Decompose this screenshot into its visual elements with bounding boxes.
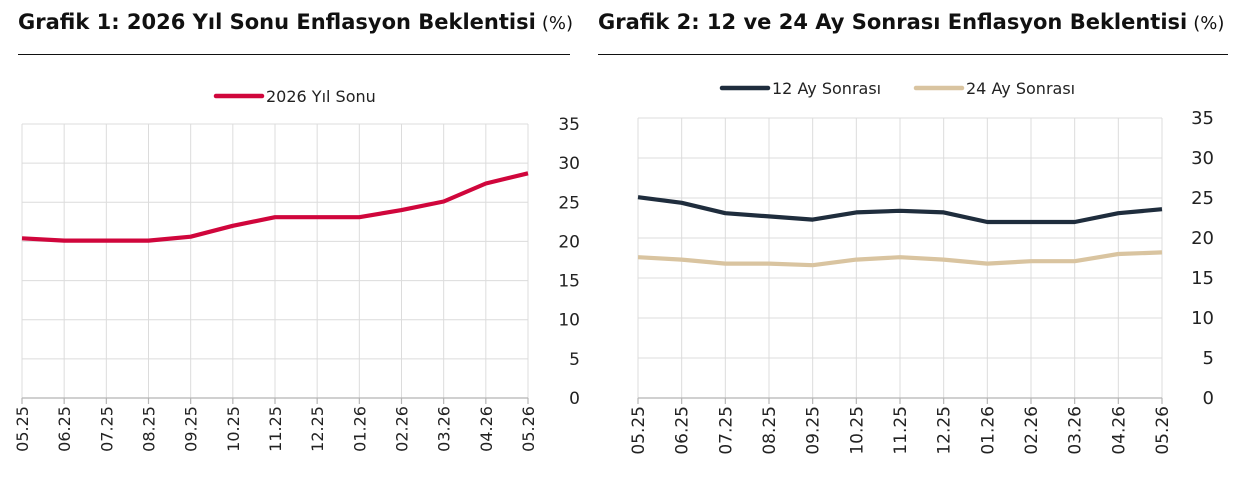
chart-1-x-tick-label: 12.25 — [308, 406, 327, 452]
chart-2-series-1-points — [637, 197, 1163, 223]
chart-2-x-tick-label: 10.25 — [847, 406, 867, 455]
chart-1-x-tick-label: 10.25 — [224, 406, 243, 452]
chart-1-x-tick-label: 05.25 — [13, 406, 32, 452]
chart-2-x-tick-label: 02.26 — [1022, 406, 1042, 455]
chart-1-series-1-legend-label: 2026 Yıl Sonu — [266, 87, 376, 106]
chart-2-y-tick-label: 0 — [1203, 388, 1214, 409]
chart-1-y-tick-label: 10 — [558, 311, 580, 331]
chart-1-y-tick-label: 30 — [558, 154, 580, 174]
chart-2-x-tick-label: 01.26 — [978, 406, 998, 455]
chart-1-vertical-gridlines — [21, 124, 529, 398]
chart-1-title: Grafik 1: 2026 Yıl Sonu Enflasyon Beklen… — [18, 10, 573, 38]
chart-1-y-tick-label: 25 — [558, 193, 580, 213]
chart-1-x-tick-label: 06.25 — [55, 406, 74, 452]
chart-2-x-tick-label: 05.26 — [1153, 406, 1173, 455]
chart-2-x-tick-label: 12.25 — [935, 406, 955, 455]
chart-2-x-tick-label: 05.25 — [629, 406, 649, 455]
chart-1-x-tick-labels: 05.25 06.25 07.25 08.25 09.25 10.25 11.25 12.25… — [13, 406, 538, 452]
chart-2-y-tick-label: 10 — [1191, 308, 1214, 329]
chart-2-x-tick-label: 04.26 — [1109, 406, 1129, 455]
chart-1-x-tick-label: 09.25 — [182, 406, 201, 452]
chart-2-y-tick-label: 15 — [1191, 268, 1214, 289]
chart-2-y-tick-label: 35 — [1191, 108, 1214, 129]
chart-2-y-tick-label: 25 — [1191, 188, 1214, 209]
chart-1-y-tick-label: 20 — [558, 232, 580, 252]
chart-2-x-tick-label: 09.25 — [804, 406, 824, 455]
chart-1-title-rule — [18, 54, 570, 55]
chart-1-title-text: Grafik 1: 2026 Yıl Sonu Enflasyon Beklen… — [18, 10, 536, 34]
chart-2-y-tick-label: 20 — [1191, 228, 1214, 249]
chart-2-series-2-legend-label: 24 Ay Sonrası — [966, 79, 1075, 98]
chart-1-x-tick-label: 02.26 — [393, 406, 412, 452]
chart-1-y-tick-label: 5 — [569, 350, 580, 370]
chart-1-x-tick-label: 11.25 — [266, 406, 285, 452]
chart-2-series-2-points — [637, 252, 1163, 266]
chart-2-x-tick-label: 07.25 — [716, 406, 736, 455]
chart-1-x-tick-label: 05.26 — [519, 406, 538, 452]
chart-2-x-tick-marks — [637, 398, 1163, 404]
chart-2-y-tick-label: 5 — [1203, 348, 1214, 369]
chart-2-y-tick-labels: 0 5 10 15 20 25 30 35 — [1191, 108, 1214, 409]
chart-2-title-rule — [598, 54, 1228, 55]
chart-1-series-1-points — [21, 173, 529, 241]
chart-1-y-tick-label: 0 — [569, 389, 580, 409]
chart-1-series-1-legend: 2026 Yıl Sonu — [213, 87, 376, 106]
chart-1-y-tick-label: 15 — [558, 272, 580, 292]
chart-1-y-tick-label: 35 — [558, 115, 580, 135]
chart-2-title: Grafik 2: 12 ve 24 Ay Sonrası Enflasyon … — [598, 10, 1224, 38]
chart-1-x-tick-label: 01.26 — [350, 406, 369, 452]
chart-2-x-tick-label: 03.26 — [1066, 406, 1086, 455]
chart-2-series-1-legend: 12 Ay Sonrası — [719, 79, 881, 98]
chart-2-series-2-legend: 24 Ay Sonrası — [913, 79, 1075, 98]
chart-2-unit: (%) — [1193, 13, 1225, 34]
chart-2-x-tick-label: 08.25 — [760, 406, 780, 455]
chart-1-x-tick-label: 04.26 — [477, 406, 496, 452]
chart-1-x-tick-marks — [21, 398, 529, 404]
chart-1-x-tick-label: 03.26 — [435, 406, 454, 452]
chart-1-y-tick-labels: 0 5 10 15 20 25 30 35 — [558, 115, 580, 409]
chart-2-x-tick-label: 11.25 — [891, 406, 911, 455]
chart-2-x-tick-labels: 05.25 06.25 07.25 08.25 09.25 10.25 11.25 12.25… — [629, 406, 1173, 455]
chart-1-x-tick-label: 08.25 — [140, 406, 159, 452]
chart-2-x-tick-label: 06.25 — [673, 406, 693, 455]
chart-1-unit: (%) — [541, 13, 573, 34]
chart-2-title-text: Grafik 2: 12 ve 24 Ay Sonrası Enflasyon … — [598, 10, 1188, 34]
chart-2-series-1-legend-label: 12 Ay Sonrası — [772, 79, 881, 98]
chart-1-x-tick-label: 07.25 — [97, 406, 116, 452]
chart-2-y-tick-label: 30 — [1191, 148, 1214, 169]
